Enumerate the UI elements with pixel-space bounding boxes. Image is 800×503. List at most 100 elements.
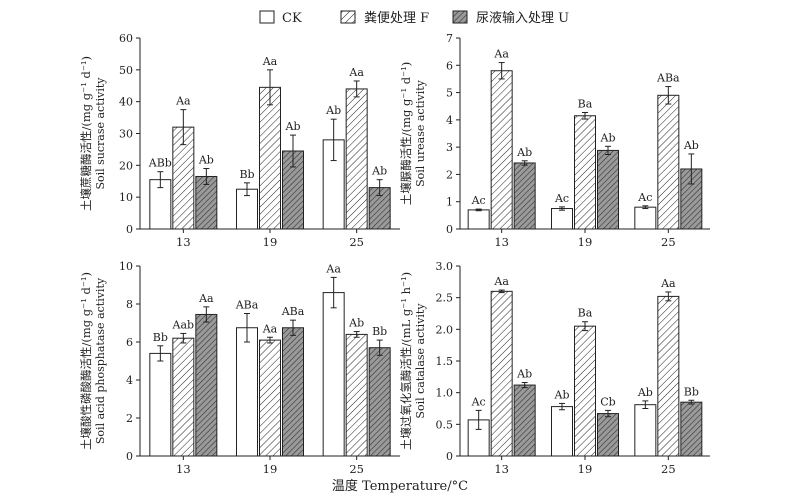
bar-ck bbox=[634, 404, 657, 457]
y-tick-label: 5 bbox=[446, 87, 453, 100]
y-tick-label: 7 bbox=[446, 32, 453, 45]
y-tick-label: 0 bbox=[126, 450, 133, 463]
x-axis-title: 温度 Temperature/°C bbox=[332, 478, 468, 494]
y-tick-label: 2 bbox=[126, 412, 133, 425]
y-tick-label: 20 bbox=[119, 159, 133, 172]
x-tick-label: 25 bbox=[661, 462, 676, 476]
y-tick-label: 0 bbox=[126, 223, 133, 236]
significance-label: Aa bbox=[262, 55, 278, 68]
y-tick-label: 0.5 bbox=[436, 418, 454, 431]
y-axis-title-en: Soil acid phosphatase activity bbox=[94, 277, 107, 444]
bar-urine bbox=[513, 162, 536, 230]
significance-label: Ab bbox=[198, 154, 214, 167]
y-tick-label: 6 bbox=[446, 59, 453, 72]
significance-label: Ac bbox=[471, 194, 486, 207]
y-axis-title-en: Soil urease activity bbox=[414, 79, 427, 187]
y-tick-label: 60 bbox=[119, 32, 133, 45]
bar-urine bbox=[368, 347, 391, 457]
bar-ck bbox=[551, 406, 573, 457]
significance-label: Aa bbox=[175, 95, 191, 108]
x-tick-label: 19 bbox=[263, 235, 278, 249]
bar-feces bbox=[657, 94, 680, 230]
bar-feces bbox=[259, 86, 281, 230]
bar-feces bbox=[574, 325, 596, 457]
x-tick-label: 25 bbox=[349, 235, 364, 249]
legend-item-feces: 粪便处理 F bbox=[340, 10, 429, 26]
bar-feces bbox=[172, 337, 195, 457]
y-axis-title-en: Soil catalase activity bbox=[414, 303, 427, 419]
significance-label: Aa bbox=[348, 66, 364, 79]
chart-catalase: 0 0.5 1.0 1.5 2.0 2.5 3.0 土壤过氧化氢酶活性/(mL g⁻¹ h⁻¹… bbox=[399, 260, 710, 476]
chart-sucrase: 0 10 20 30 40 50 60 土壤蔗糖酶活性/(mg g⁻¹ d⁻¹) Soil su… bbox=[79, 32, 400, 249]
significance-label: Ac bbox=[637, 191, 652, 204]
x-tick-label: 13 bbox=[494, 462, 509, 476]
significance-label: Ba bbox=[578, 307, 593, 320]
bar-feces bbox=[574, 115, 596, 230]
x-tick-label: 13 bbox=[494, 235, 509, 249]
significance-label: Bb bbox=[153, 331, 168, 344]
y-tick-label: 4 bbox=[446, 114, 453, 127]
significance-label: ABa bbox=[656, 72, 680, 85]
y-tick-label: 2.0 bbox=[436, 323, 454, 336]
y-axis-title-cn: 土壤过氧化氢酶活性/(mL g⁻¹ h⁻¹) bbox=[399, 272, 413, 450]
significance-label: Aab bbox=[172, 318, 195, 331]
y-tick-label: 8 bbox=[126, 298, 133, 311]
significance-label: Ab bbox=[516, 146, 532, 159]
significance-label: Aa bbox=[493, 48, 509, 61]
significance-label: ABa bbox=[281, 305, 305, 318]
x-tick-label: 19 bbox=[263, 462, 278, 476]
x-tick-label: 13 bbox=[176, 235, 191, 249]
legend-label-ck: CK bbox=[282, 11, 302, 26]
significance-label: ABa bbox=[235, 299, 259, 312]
bar-ck bbox=[467, 209, 490, 230]
y-axis-title-cn: 土壤蔗糖酶活性/(mg g⁻¹ d⁻¹) bbox=[79, 56, 93, 211]
significance-label: Ac bbox=[554, 192, 569, 205]
y-axis-title-cn: 土壤脲酶活性/(mg g⁻¹ d⁻¹) bbox=[399, 62, 413, 206]
bar-feces bbox=[490, 290, 513, 457]
legend-swatch-feces bbox=[340, 10, 356, 24]
y-axis-title-en: Soil sucrase activity bbox=[94, 77, 107, 190]
bar-ck bbox=[634, 206, 657, 230]
y-tick-label: 3 bbox=[446, 141, 453, 154]
y-tick-label: 0 bbox=[446, 450, 453, 463]
bar-feces bbox=[490, 70, 513, 230]
chart-acid-phosphatase: 0 2 4 6 8 10 土壤酸性磷酸酶活性/(mg g⁻¹ d⁻¹) Soil acid p… bbox=[79, 260, 400, 476]
x-tick-label: 25 bbox=[349, 462, 364, 476]
bar-feces bbox=[345, 333, 368, 457]
y-tick-label: 1.0 bbox=[436, 387, 454, 400]
chart-urease: 0 1 2 3 4 5 6 7 土壤脲酶活性/(mg g⁻¹ d⁻¹) Soil urease a… bbox=[399, 32, 710, 249]
bar-urine bbox=[282, 327, 304, 457]
bar-urine bbox=[680, 401, 703, 457]
legend: CK 粪便处理 F 尿液输入处理 U bbox=[259, 10, 569, 26]
x-tick-label: 19 bbox=[578, 235, 593, 249]
bar-urine bbox=[195, 313, 218, 457]
y-tick-label: 1.5 bbox=[436, 355, 454, 368]
significance-label: Ab bbox=[554, 388, 570, 401]
significance-label: Ab bbox=[600, 131, 616, 144]
y-tick-label: 6 bbox=[126, 336, 133, 349]
bar-urine bbox=[597, 413, 619, 457]
significance-label: Aa bbox=[198, 292, 214, 305]
bar-feces bbox=[259, 339, 281, 457]
significance-label: Ab bbox=[516, 368, 532, 381]
significance-label: ABb bbox=[148, 157, 172, 170]
significance-label: Ab bbox=[325, 104, 341, 117]
bar-urine bbox=[513, 384, 536, 457]
legend-label-urine: 尿液输入处理 U bbox=[476, 10, 569, 26]
bar-ck bbox=[236, 327, 258, 457]
y-tick-label: 0 bbox=[446, 223, 453, 236]
y-tick-label: 4 bbox=[126, 374, 133, 387]
bar-ck bbox=[551, 208, 573, 230]
significance-label: Aa bbox=[660, 277, 676, 290]
y-tick-label: 2 bbox=[446, 168, 453, 181]
y-tick-label: 10 bbox=[119, 191, 133, 204]
y-tick-label: 40 bbox=[119, 96, 133, 109]
y-axis-title-cn: 土壤酸性磷酸酶活性/(mg g⁻¹ d⁻¹) bbox=[79, 272, 93, 450]
significance-label: Aa bbox=[325, 262, 341, 275]
x-tick-label: 25 bbox=[661, 235, 676, 249]
legend-swatch-urine bbox=[452, 10, 468, 24]
significance-label: Ba bbox=[578, 97, 593, 110]
y-tick-label: 1 bbox=[446, 196, 453, 209]
legend-item-ck: CK bbox=[259, 10, 302, 26]
